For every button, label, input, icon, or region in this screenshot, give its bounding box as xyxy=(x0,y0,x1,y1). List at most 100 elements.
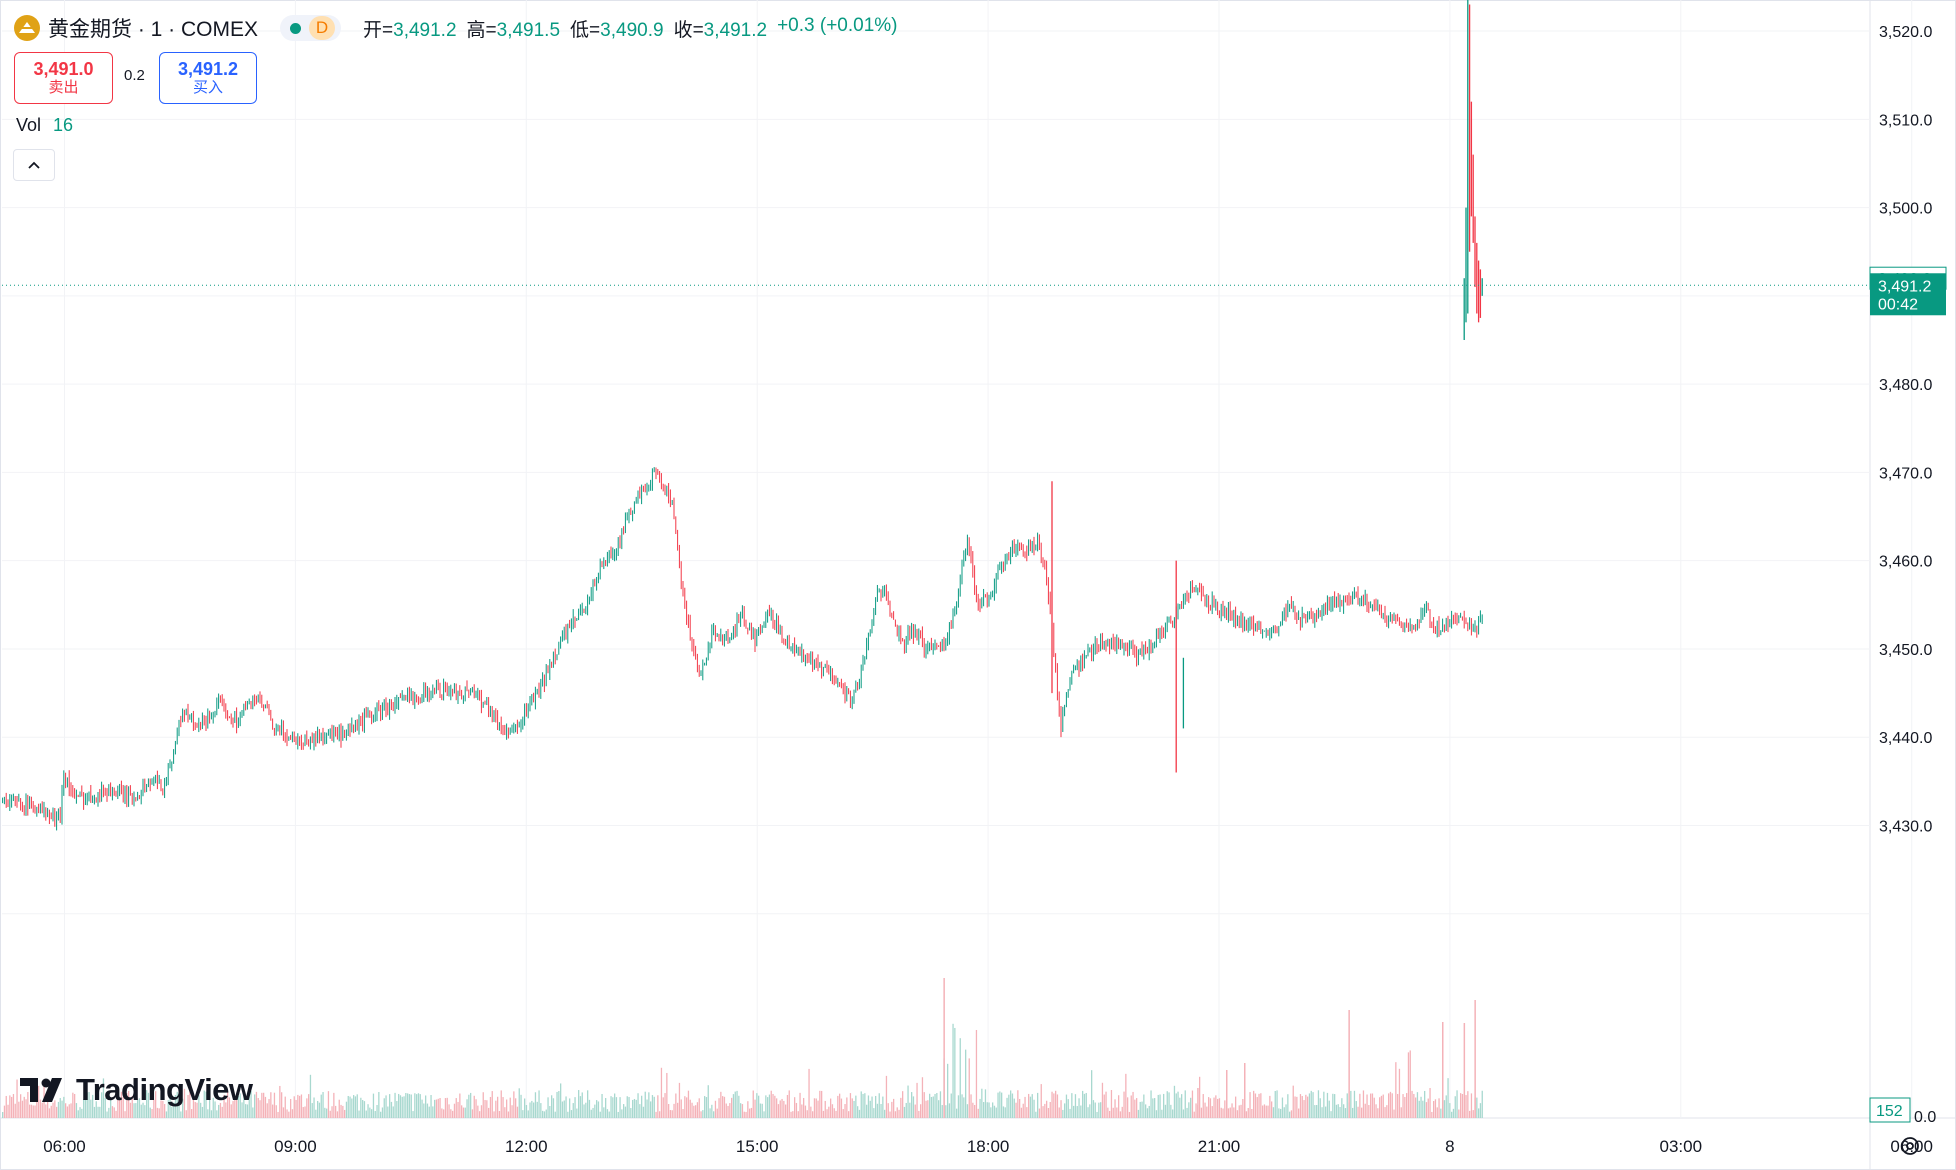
volume-bar xyxy=(219,1102,222,1118)
volume-bar xyxy=(993,1105,996,1118)
x-axis-tick-label: 12:00 xyxy=(505,1137,548,1156)
volume-bar xyxy=(848,1111,850,1118)
buy-button[interactable]: 3,491.2 买入 xyxy=(159,52,257,104)
volume-bar xyxy=(786,1094,789,1118)
y-axis-tick-label: 3,430.0 xyxy=(1879,819,1932,836)
volume-bar xyxy=(1256,1097,1258,1118)
volume-bar xyxy=(675,1093,677,1118)
ohlc-change: +0.3 (+0.01%) xyxy=(777,14,898,36)
tradingview-logo[interactable]: TradingView xyxy=(20,1072,253,1108)
volume-bar xyxy=(32,1105,34,1118)
volume-bar xyxy=(1213,1097,1215,1118)
volume-bar xyxy=(147,1092,150,1118)
volume-bar xyxy=(965,1049,967,1118)
collapse-legend-button[interactable] xyxy=(13,149,55,181)
interval-badge[interactable]: D xyxy=(309,16,336,40)
volume-bar xyxy=(930,1096,933,1118)
volume-bar xyxy=(1181,1094,1183,1118)
volume-bar xyxy=(333,1092,335,1118)
volume-bar xyxy=(747,1101,749,1118)
symbol-title[interactable]: 黄金期货 · 1 · COMEX xyxy=(48,18,259,41)
volume-bar xyxy=(587,1090,589,1118)
volume-bar xyxy=(288,1111,290,1118)
volume-bar xyxy=(1361,1107,1363,1118)
volume-bar xyxy=(1125,1073,1127,1118)
volume-bar xyxy=(92,1094,94,1118)
volume-bar xyxy=(830,1098,832,1118)
volume-bar xyxy=(173,1102,175,1118)
volume-bar xyxy=(295,1099,297,1118)
volume-bar xyxy=(705,1097,708,1118)
volume-bar xyxy=(79,1107,81,1118)
volume-bar xyxy=(1105,1091,1107,1118)
volume-bar xyxy=(1451,1111,1453,1118)
volume-bar xyxy=(1420,1096,1422,1118)
volume-bar xyxy=(497,1096,499,1118)
volume-bar xyxy=(151,1109,153,1118)
sell-button[interactable]: 3,491.0 卖出 xyxy=(14,52,113,104)
volume-bar xyxy=(603,1107,605,1118)
volume-bar xyxy=(1242,1099,1244,1118)
volume-bar xyxy=(482,1092,484,1118)
volume-bar xyxy=(1415,1097,1417,1118)
volume-legend[interactable]: Vol 16 xyxy=(16,115,73,136)
volume-bar xyxy=(1208,1097,1210,1118)
volume-bar xyxy=(1308,1093,1311,1118)
volume-bar xyxy=(867,1095,870,1118)
ohlc-close: 收=3,491.2 xyxy=(673,19,768,41)
volume-bar xyxy=(282,1107,285,1118)
volume-bar xyxy=(1004,1107,1006,1118)
volume-bar xyxy=(1254,1093,1257,1118)
volume-bar xyxy=(1089,1104,1091,1118)
volume-bar xyxy=(146,1090,148,1118)
volume-bar xyxy=(72,1092,74,1118)
x-axis-tick-label: 03:00 xyxy=(1660,1137,1703,1156)
volume-bar xyxy=(434,1099,436,1118)
volume-bar xyxy=(36,1099,38,1118)
volume-bar xyxy=(137,1099,139,1118)
candles xyxy=(2,0,1483,831)
volume-label: Vol xyxy=(16,115,42,135)
volume-bar xyxy=(1028,1093,1030,1118)
volume-bar xyxy=(929,1093,931,1118)
volume-bar xyxy=(502,1097,504,1118)
volume-bar xyxy=(124,1111,126,1118)
volume-bar xyxy=(630,1108,632,1118)
volume-bar xyxy=(209,1098,211,1118)
volume-bar xyxy=(542,1110,544,1118)
volume-bar xyxy=(126,1093,128,1118)
volume-bar xyxy=(1373,1097,1375,1118)
volume-bar xyxy=(527,1110,529,1118)
volume-bar xyxy=(1262,1105,1264,1118)
volume-bar xyxy=(956,1108,958,1118)
volume-bar xyxy=(1020,1107,1023,1118)
volume-bar xyxy=(1224,1100,1226,1118)
volume-bar xyxy=(1094,1102,1096,1118)
volume-bar xyxy=(545,1109,547,1118)
volume-bar xyxy=(1067,1099,1069,1118)
volume-bar xyxy=(900,1097,902,1118)
volume-bar xyxy=(344,1109,346,1118)
chart-legend-header: 黄金期货 · 1 · COMEX D 开=3,491.2 高=3,491.5 低… xyxy=(14,12,898,44)
volume-bar xyxy=(857,1106,859,1118)
volume-bar xyxy=(1035,1111,1037,1118)
volume-bar xyxy=(191,1109,193,1118)
volume-bar xyxy=(254,1094,256,1118)
volume-bar xyxy=(363,1101,366,1118)
volume-bar xyxy=(885,1075,888,1118)
volume-bar xyxy=(835,1110,837,1118)
volume-bar xyxy=(410,1094,412,1118)
volume-bar xyxy=(158,1108,160,1118)
market-status-pill[interactable]: D xyxy=(280,15,342,41)
volume-bar xyxy=(597,1101,600,1118)
volume-bar xyxy=(785,1104,787,1118)
volume-bar xyxy=(70,1103,72,1118)
volume-bar-spike xyxy=(1442,1022,1444,1118)
volume-bar xyxy=(1481,1090,1483,1118)
volume-bar xyxy=(57,1101,60,1118)
volume-bar xyxy=(725,1103,727,1118)
chart-settings-button[interactable] xyxy=(1897,1133,1923,1164)
volume-bar xyxy=(1051,1091,1053,1118)
volume-bar xyxy=(569,1098,571,1118)
